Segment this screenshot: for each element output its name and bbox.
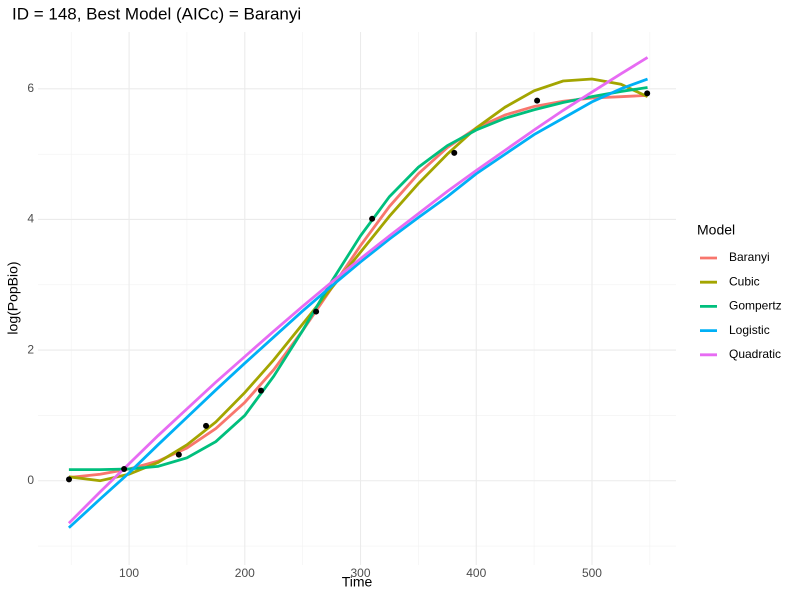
data-point — [175, 451, 182, 458]
x-tick-label: 300 — [351, 566, 371, 580]
data-point — [258, 387, 265, 394]
data-point — [644, 90, 651, 97]
x-tick-label: 400 — [466, 566, 486, 580]
data-point — [121, 465, 128, 472]
data-point — [534, 97, 541, 104]
x-tick-label: 100 — [119, 566, 139, 580]
legend-label: Gompertz — [729, 299, 782, 313]
y-tick-label: 4 — [27, 212, 34, 226]
y-tick-label: 6 — [27, 81, 34, 95]
grid — [38, 32, 676, 565]
legend-label: Cubic — [729, 274, 760, 288]
legend-title: Model — [697, 222, 735, 238]
series-line — [67, 77, 649, 529]
data-point — [451, 149, 458, 156]
legend-label: Quadratic — [729, 347, 781, 361]
x-tick-label: 200 — [235, 566, 255, 580]
series-line — [68, 93, 648, 479]
data-point — [203, 422, 210, 429]
data-point — [313, 308, 320, 315]
data-point — [66, 476, 73, 483]
series-line — [68, 77, 649, 483]
legend-label: Logistic — [729, 323, 770, 337]
y-tick-label: 2 — [27, 342, 34, 356]
chart-title: ID = 148, Best Model (AICc) = Baranyi — [12, 4, 301, 23]
legend-label: Baranyi — [729, 250, 770, 264]
x-axis-label: Time — [342, 574, 373, 590]
y-axis-label: log(PopBio) — [5, 261, 21, 334]
y-tick-label: 0 — [27, 473, 34, 487]
x-tick-label: 500 — [582, 566, 602, 580]
series-line — [67, 56, 649, 525]
series-line — [68, 86, 648, 472]
data-point — [369, 215, 376, 222]
